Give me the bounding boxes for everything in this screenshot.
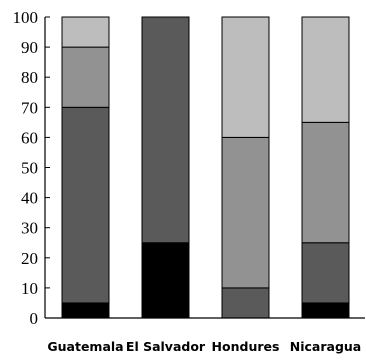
bar-segment-el-salvador-1 (141, 16, 190, 244)
labels-layer: Guatemala El Salvador Hondures Nicaragua 0 10… (13, 8, 362, 354)
bar-segment-el-salvador-0 (141, 242, 190, 319)
bar-segment-guatemala-3 (61, 16, 110, 48)
bar-segment-hondures-1 (221, 287, 270, 319)
category-label-el-salvador: El Salvador (126, 339, 206, 354)
bar-segment-nicaragua-1 (301, 242, 350, 304)
category-label-guatemala: Guatemala (47, 339, 123, 354)
y-tick-label-80: 80 (21, 68, 38, 87)
y-tick-label-90: 90 (21, 38, 38, 57)
bar-segment-nicaragua-2 (301, 121, 350, 244)
bar-segment-nicaragua-3 (301, 16, 350, 123)
y-tick-label-60: 60 (21, 128, 38, 147)
y-tick-label-0: 0 (30, 309, 39, 328)
y-tick-label-30: 30 (21, 219, 38, 238)
y-tick-label-40: 40 (21, 189, 38, 208)
bar-segment-nicaragua-0 (301, 302, 350, 319)
category-label-hondures: Hondures (212, 339, 280, 354)
bar-segment-guatemala-0 (61, 302, 110, 319)
bar-segment-guatemala-1 (61, 106, 110, 304)
axis-layer (44, 16, 365, 319)
y-tick-label-70: 70 (21, 98, 38, 117)
bar-segment-guatemala-2 (61, 46, 110, 108)
y-tick-label-20: 20 (21, 249, 38, 268)
y-tick-label-100: 100 (13, 8, 39, 27)
bar-segment-hondures-2 (221, 136, 270, 289)
y-tick-label-10: 10 (21, 279, 38, 298)
bar-segment-hondures-3 (221, 16, 270, 138)
y-tick-label-50: 50 (21, 159, 38, 178)
bars-layer (61, 16, 350, 319)
category-label-nicaragua: Nicaragua (290, 339, 361, 354)
